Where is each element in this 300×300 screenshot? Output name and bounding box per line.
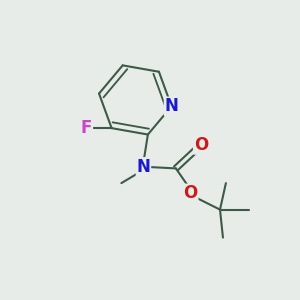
Text: O: O [194, 136, 208, 154]
Text: O: O [183, 184, 198, 202]
Text: F: F [81, 119, 92, 137]
Text: N: N [165, 97, 178, 115]
Text: N: N [136, 158, 150, 176]
